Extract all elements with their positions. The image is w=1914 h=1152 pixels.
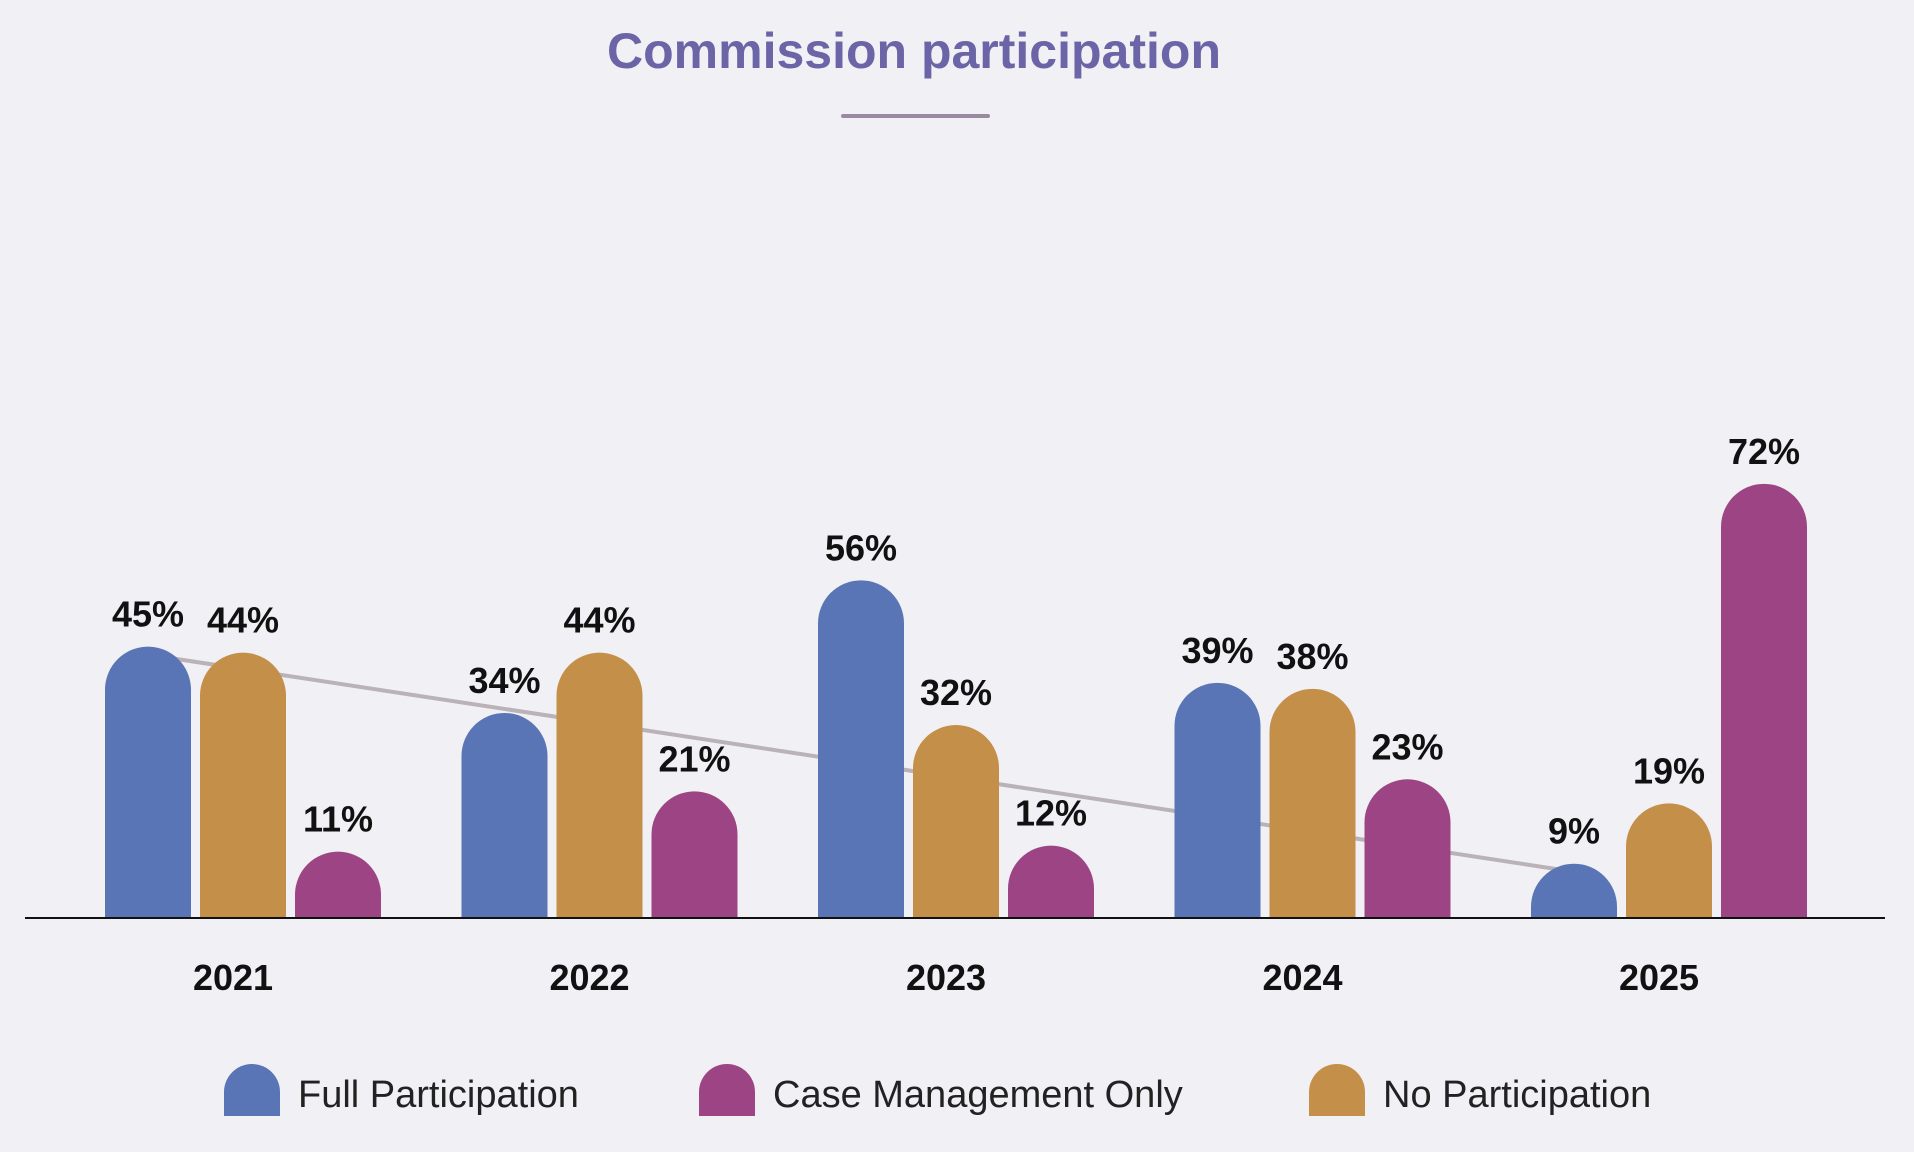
value-label-case-management-only-2022: 21% [658,738,730,779]
legend-item-case-management-only: Case Management Only [699,1064,1183,1116]
category-label-2022: 2022 [549,957,629,998]
legend-swatch-no-participation [1309,1064,1365,1116]
value-label-case-management-only-2025: 72% [1728,431,1800,472]
value-label-no-participation-2023: 32% [920,672,992,713]
bar-full-participation-2021 [105,646,191,918]
legend-swatch-full-participation [224,1064,280,1116]
value-label-case-management-only-2021: 11% [303,799,373,840]
value-label-no-participation-2024: 38% [1276,636,1348,677]
chart-title: Commission participation [607,23,1221,79]
bar-full-participation-2025 [1531,863,1617,918]
bar-case-management-only-2022 [651,791,738,918]
category-labels-layer: 2021 2022 2023 2024 2025 [193,957,1699,998]
legend-item-full-participation: Full Participation [224,1064,579,1116]
category-label-2025: 2025 [1619,957,1699,998]
value-label-full-participation-2023: 56% [825,527,897,568]
value-label-full-participation-2025: 9% [1548,811,1600,852]
bar-no-participation-2023 [913,725,999,918]
legend: Full Participation Case Management Only No… [224,1064,1651,1116]
bar-case-management-only-2023 [1008,845,1094,918]
bar-no-participation-2022 [556,652,643,918]
value-label-no-participation-2022: 44% [563,600,635,641]
value-labels-layer: 45% 44% 11% 34% 44% 21% 56% 32% 12% 39% 38% 23% 9% 19… [112,431,1800,852]
bar-no-participation-2024 [1269,688,1356,918]
value-label-case-management-only-2023: 12% [1015,793,1087,834]
value-label-no-participation-2025: 19% [1633,750,1705,791]
category-label-2021: 2021 [193,957,273,998]
legend-item-no-participation: No Participation [1309,1064,1651,1116]
value-label-no-participation-2021: 44% [207,600,279,641]
category-label-2023: 2023 [906,957,986,998]
bar-no-participation-2021 [200,652,286,918]
bar-full-participation-2022 [461,712,548,918]
legend-label-no-participation: No Participation [1383,1074,1651,1116]
legend-label-full-participation: Full Participation [298,1074,579,1116]
bar-case-management-only-2025 [1721,483,1807,918]
category-label-2024: 2024 [1262,957,1342,998]
value-label-full-participation-2022: 34% [468,660,540,701]
value-label-full-participation-2024: 39% [1181,630,1253,671]
bar-full-participation-2024 [1174,682,1261,918]
legend-label-case-management-only: Case Management Only [773,1074,1183,1116]
value-label-case-management-only-2024: 23% [1371,726,1443,767]
bar-case-management-only-2021 [295,851,381,918]
legend-swatch-case-management-only [699,1064,755,1116]
value-label-full-participation-2021: 45% [112,594,184,635]
bars-layer [105,483,1807,918]
bar-case-management-only-2024 [1364,779,1451,918]
bar-full-participation-2023 [818,580,904,918]
bar-no-participation-2025 [1626,803,1712,918]
